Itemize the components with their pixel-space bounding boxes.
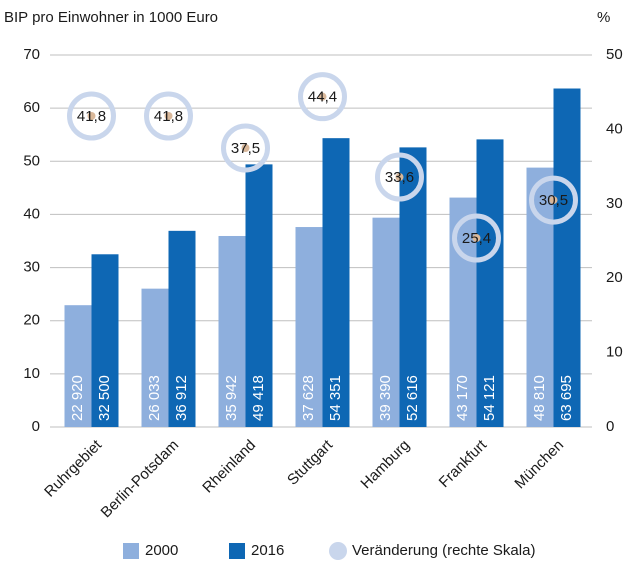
change-dot	[241, 144, 250, 152]
x-tick-label: Stuttgart	[284, 436, 337, 489]
bar-value-label: 36 912	[173, 375, 190, 421]
legend-label: 2000	[145, 542, 178, 559]
change-marker	[375, 152, 424, 202]
bar-value-label: 35 942	[223, 375, 240, 421]
change-value-label: 41,8	[154, 108, 183, 125]
x-tick-label: Frankfurt	[436, 436, 491, 491]
bar	[245, 164, 273, 427]
y2-tick-label: 10	[606, 344, 623, 361]
change-marker	[67, 91, 116, 141]
change-marker	[298, 72, 347, 122]
bar-value-label: 63 695	[558, 375, 575, 421]
change-dot	[164, 112, 173, 121]
change-marker	[452, 213, 501, 263]
change-value-label: 37,5	[231, 140, 260, 157]
bar-value-label: 54 351	[327, 375, 344, 421]
bar-value-label: 49 418	[250, 375, 267, 421]
bar-value-label: 54 121	[481, 375, 498, 421]
change-value-label: 33,6	[385, 169, 414, 186]
y2-tick-label: 20	[606, 269, 623, 286]
x-tick-label: München	[511, 437, 567, 493]
y-tick-label: 60	[23, 99, 40, 116]
y-tick-label: 40	[23, 205, 40, 222]
legend-swatch	[329, 542, 347, 560]
bar	[553, 88, 581, 428]
change-dot	[87, 112, 96, 121]
y-tick-label: 50	[23, 152, 40, 169]
y-tick-label: 70	[23, 46, 40, 63]
bar	[526, 167, 554, 427]
bar	[372, 217, 400, 427]
x-tick-label: Hamburg	[357, 437, 413, 493]
y2-title: %	[597, 9, 610, 26]
change-dot	[472, 234, 481, 243]
y-tick-label: 30	[23, 259, 40, 276]
legend-label: Veränderung (rechte Skala)	[352, 542, 535, 559]
change-dot	[395, 173, 404, 182]
change-value-label: 25,4	[462, 230, 491, 247]
y2-tick-label: 30	[606, 195, 623, 212]
bar	[322, 138, 350, 427]
change-value-label: 30,5	[539, 192, 568, 209]
bar	[295, 227, 323, 427]
y-tick-label: 0	[32, 418, 40, 435]
bar-value-label: 26 033	[146, 375, 163, 421]
x-tick-label: Rheinland	[199, 437, 259, 497]
change-dot	[318, 92, 327, 101]
bar	[476, 139, 504, 427]
change-value-label: 41,8	[77, 108, 106, 125]
bar-value-label: 22 920	[69, 375, 86, 421]
bar-value-label: 39 390	[377, 375, 394, 421]
change-marker	[144, 91, 193, 141]
legend-swatch	[229, 543, 245, 559]
bar	[218, 235, 246, 427]
x-tick-label: Ruhrgebiet	[41, 436, 105, 500]
y2-tick-label: 50	[606, 46, 623, 63]
y2-tick-label: 40	[606, 120, 623, 137]
bar-value-label: 48 810	[531, 375, 548, 421]
change-dot	[549, 196, 558, 205]
bar-value-label: 37 628	[300, 375, 317, 421]
bar-value-label: 32 500	[96, 375, 113, 421]
change-marker	[221, 123, 270, 173]
change-marker	[529, 175, 578, 225]
legend-swatch	[123, 543, 139, 559]
chart-title: BIP pro Einwohner in 1000 Euro	[4, 9, 218, 26]
y2-tick-label: 0	[606, 418, 614, 435]
bar-value-label: 43 170	[454, 375, 471, 421]
bar	[141, 288, 169, 427]
bar	[91, 254, 119, 427]
y-tick-label: 20	[23, 312, 40, 329]
y-tick-label: 10	[23, 365, 40, 382]
x-tick-label: Berlin-Potsdam	[98, 437, 183, 522]
bar-value-label: 52 616	[404, 375, 421, 421]
legend-label: 2016	[251, 542, 284, 559]
bar	[64, 305, 92, 427]
change-value-label: 44,4	[308, 89, 337, 106]
bar	[168, 230, 196, 427]
